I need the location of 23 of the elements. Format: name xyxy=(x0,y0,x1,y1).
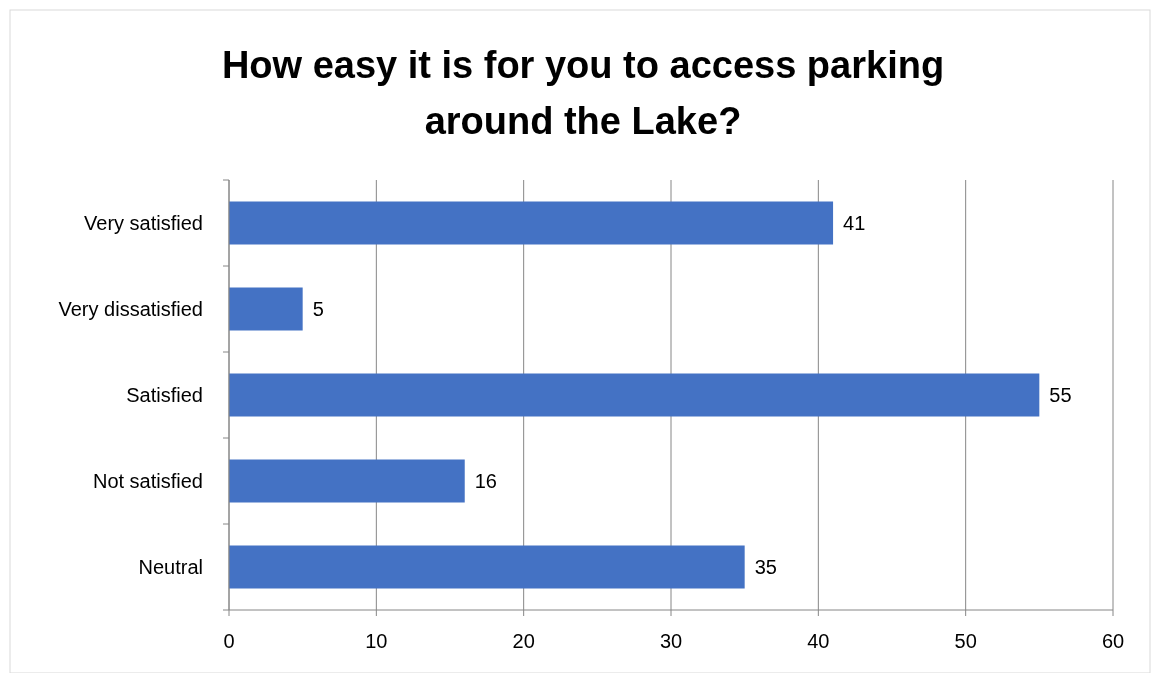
y-tick-label: Satisfied xyxy=(126,384,203,406)
data-label: 35 xyxy=(754,556,777,578)
y-tick-label: Very satisfied xyxy=(84,212,203,234)
data-label: 16 xyxy=(474,470,497,492)
bar xyxy=(229,545,745,589)
x-tick-label: 50 xyxy=(954,630,977,652)
x-tick-label: 20 xyxy=(512,630,535,652)
bar xyxy=(229,287,303,331)
chart-title: How easy it is for you to access parking around the Lake? xyxy=(221,44,945,142)
x-tick-label: 60 xyxy=(1101,630,1125,652)
x-tick-label: 40 xyxy=(807,630,830,652)
data-label: 41 xyxy=(843,212,866,234)
bar xyxy=(229,459,465,503)
x-tick-label: 10 xyxy=(365,630,388,652)
data-label: 5 xyxy=(312,298,324,320)
y-tick-label: Not satisfied xyxy=(92,470,203,492)
bar xyxy=(229,373,1040,417)
y-tick-label: Neutral xyxy=(138,556,203,578)
data-label: 55 xyxy=(1049,384,1072,406)
y-tick-label: Very dissatisfied xyxy=(58,298,203,320)
bar xyxy=(229,201,834,245)
x-tick-label: 0 xyxy=(223,630,235,652)
x-tick-label: 30 xyxy=(659,630,683,652)
